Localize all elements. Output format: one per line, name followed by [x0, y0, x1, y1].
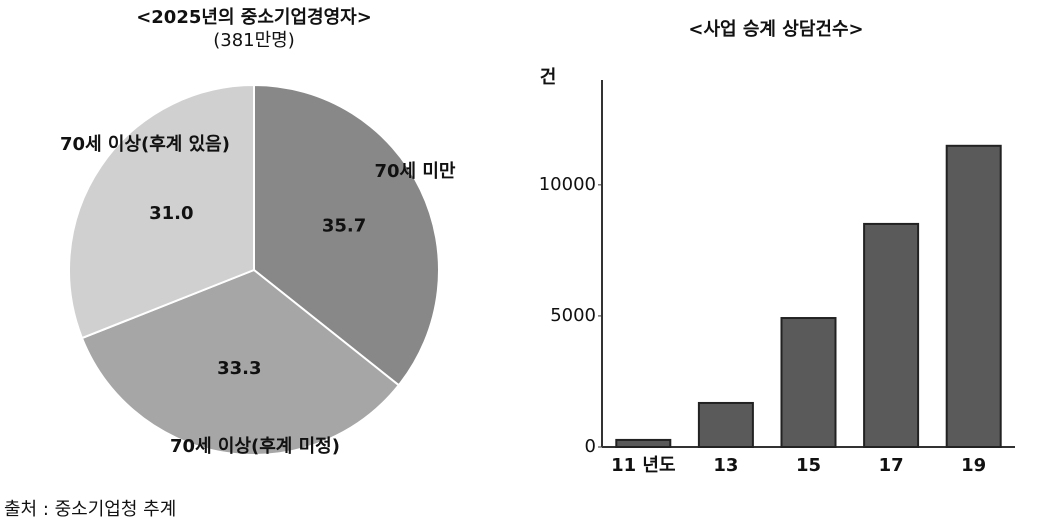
pie-slice [68, 83, 255, 340]
bar [615, 438, 672, 449]
x-tick-label: 15 [796, 455, 821, 476]
pie-title: <2025년의 중소기업경영자> [136, 7, 372, 28]
bar [863, 222, 920, 448]
y-tick-label: 0 [585, 436, 596, 457]
value-label: 35.7 [322, 216, 366, 237]
value-label: 31.0 [149, 203, 193, 224]
pie-slice [253, 83, 440, 387]
pie-subtitle: (381만명) [213, 30, 295, 51]
bar [697, 401, 754, 448]
bar-title: <사업 승계 상담건수> [688, 19, 863, 40]
y-tick-label: 5000 [550, 305, 596, 326]
y-axis-label: 건 [540, 67, 557, 88]
x-tick-label: 19 [961, 455, 986, 476]
bar [945, 144, 1002, 448]
value-label: 33.3 [217, 358, 261, 379]
pie-slice [80, 268, 401, 456]
x-tick-label: 17 [879, 455, 904, 476]
source-note: 출처 : 중소기업청 추계 [4, 499, 176, 520]
slice-name: 70세 미만 [375, 161, 456, 182]
slice-name: 70세 이상(후계 있음) [60, 134, 230, 155]
bar [780, 317, 837, 449]
slice-name: 70세 이상(후계 미정) [170, 436, 340, 457]
x-tick-label: 13 [713, 455, 738, 476]
y-tick-label: 10000 [539, 174, 596, 195]
x-tick-label: 11 년도 [611, 455, 675, 476]
